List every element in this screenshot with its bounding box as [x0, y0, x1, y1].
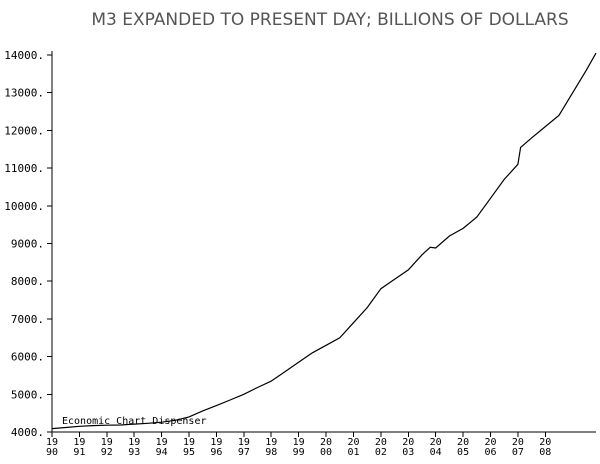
x-tick-label-century: 19 — [293, 437, 305, 448]
x-axis-ticks: 1990199119921993199419951996199719981999… — [46, 432, 551, 458]
chart-title: M3 EXPANDED TO PRESENT DAY; BILLIONS OF … — [91, 10, 568, 30]
y-tick-label: 5000. — [11, 388, 44, 401]
x-tick-label-century: 19 — [101, 437, 113, 448]
y-tick-label: 11000. — [4, 162, 44, 175]
y-tick-label: 6000. — [11, 351, 44, 364]
x-tick-label-century: 20 — [375, 437, 387, 448]
y-tick-label: 13000. — [4, 87, 44, 100]
x-tick-label-year: 99 — [293, 447, 305, 458]
x-tick-label-century: 20 — [320, 437, 332, 448]
x-tick-label-century: 20 — [457, 437, 469, 448]
x-tick-label-year: 98 — [265, 447, 277, 458]
x-tick-label-century: 19 — [128, 437, 140, 448]
x-tick-label-century: 20 — [347, 437, 359, 448]
x-tick-label-year: 01 — [347, 447, 359, 458]
y-tick-label: 10000. — [4, 200, 44, 213]
x-tick-label-year: 94 — [156, 447, 168, 458]
x-tick-label-century: 19 — [46, 437, 58, 448]
x-tick-label-year: 04 — [430, 447, 442, 458]
x-tick-label-century: 20 — [430, 437, 442, 448]
y-tick-label: 7000. — [11, 313, 44, 326]
x-tick-label-year: 92 — [101, 447, 113, 458]
y-axis-ticks: 4000. 5000. 6000. 7000. 8000. 9000. 10000. 1100… — [4, 49, 52, 439]
x-tick-label-century: 19 — [265, 437, 277, 448]
y-tick-label: 14000. — [4, 49, 44, 62]
x-tick-label-century: 19 — [156, 437, 168, 448]
x-tick-label-year: 07 — [512, 447, 524, 458]
x-tick-label-year: 95 — [183, 447, 195, 458]
m3-series-line — [51, 52, 597, 430]
y-tick-label: 8000. — [11, 275, 44, 288]
x-tick-label-year: 03 — [402, 447, 414, 458]
x-tick-label-year: 00 — [320, 447, 332, 458]
x-tick-label-year: 05 — [457, 447, 469, 458]
x-tick-label-year: 96 — [210, 447, 222, 458]
x-tick-label-year: 91 — [73, 447, 85, 458]
x-tick-label-year: 08 — [539, 447, 551, 458]
x-tick-label-century: 20 — [402, 437, 414, 448]
y-tick-label: 9000. — [11, 238, 44, 251]
x-tick-label-century: 19 — [73, 437, 85, 448]
x-tick-label-century: 19 — [210, 437, 222, 448]
x-tick-label-century: 20 — [512, 437, 524, 448]
x-tick-label-century: 19 — [183, 437, 195, 448]
x-tick-label-year: 97 — [238, 447, 250, 458]
x-tick-label-century: 20 — [539, 437, 551, 448]
x-tick-label-year: 90 — [46, 447, 58, 458]
x-tick-label-year: 93 — [128, 447, 140, 458]
y-tick-label: 4000. — [11, 426, 44, 439]
x-tick-label-century: 20 — [484, 437, 496, 448]
x-tick-label-year: 02 — [375, 447, 387, 458]
x-tick-label-year: 06 — [484, 447, 496, 458]
x-tick-label-century: 19 — [238, 437, 250, 448]
chart-credit: Economic Chart Dispenser — [62, 416, 207, 427]
y-tick-label: 12000. — [4, 124, 44, 137]
